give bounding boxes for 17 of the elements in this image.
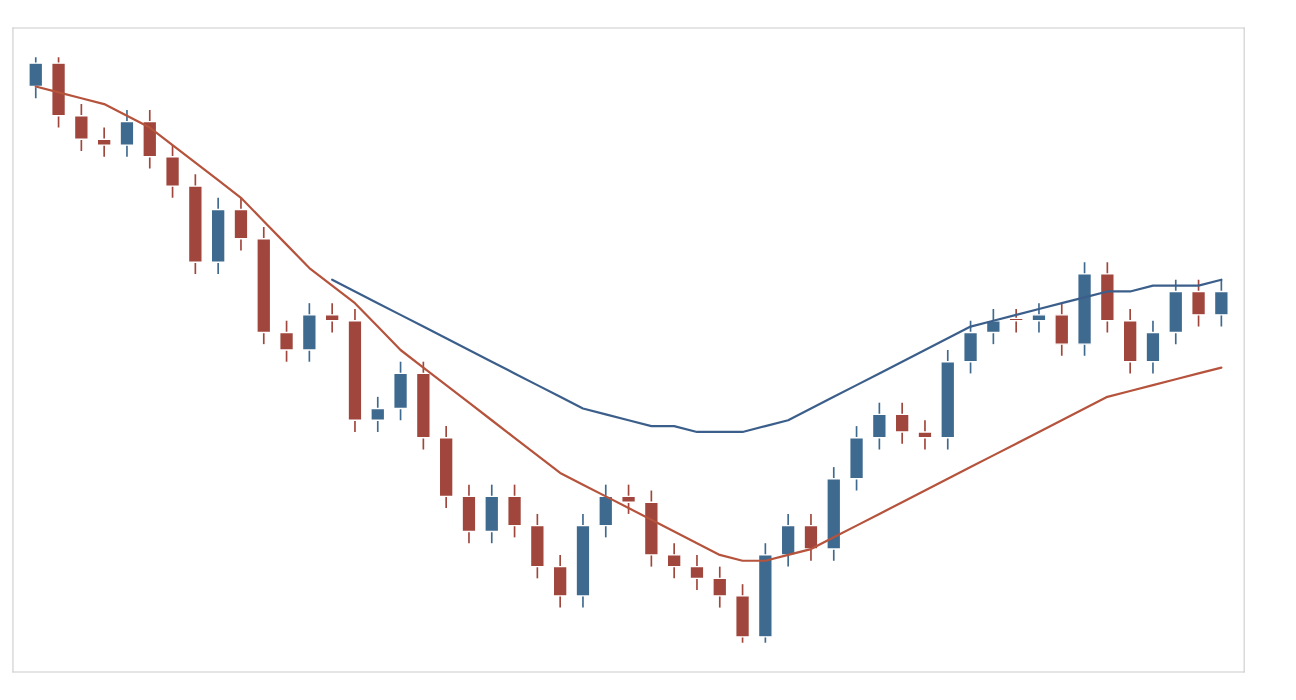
candlestick — [666, 542, 682, 580]
candlestick — [894, 401, 910, 445]
candlestick — [73, 103, 89, 152]
candlestick — [28, 56, 44, 100]
candlestick — [370, 396, 386, 433]
candlestick — [119, 109, 135, 158]
candlestick — [324, 302, 340, 334]
candlestick — [279, 319, 295, 363]
candlestick — [871, 401, 887, 451]
candlestick — [803, 513, 819, 562]
candlestick — [917, 419, 933, 451]
candlestick — [1031, 302, 1047, 334]
candlestick — [689, 554, 705, 591]
candlestick — [712, 565, 728, 609]
candlestick — [96, 126, 112, 158]
candlestick — [621, 483, 637, 515]
candlestick — [1191, 278, 1207, 328]
